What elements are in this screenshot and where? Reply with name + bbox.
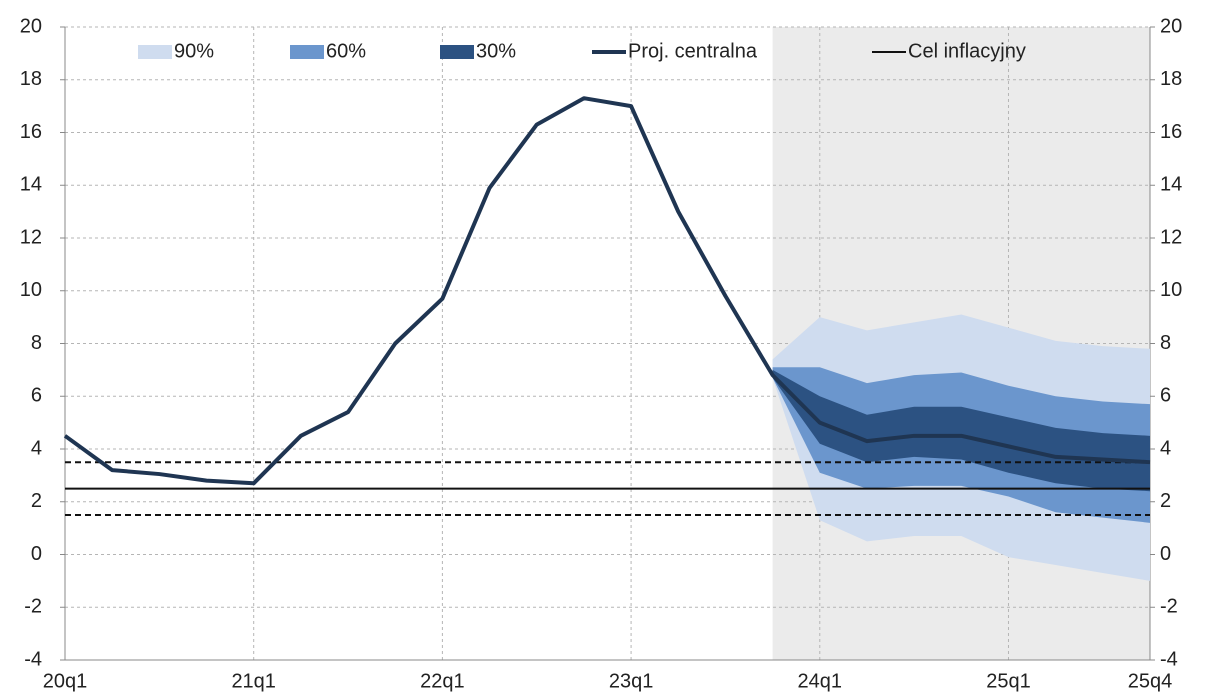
y2-tick-label: 20 [1160,15,1182,37]
central-line [63,96,1151,486]
legend-label: 30% [476,40,516,62]
fan-band [772,369,1150,492]
y-tick-label: 20 [20,15,42,37]
y-tick-label: 14 [20,174,42,196]
y2-tick-label: 12 [1160,226,1182,248]
legend-swatch [290,45,324,59]
y2-tick-label: 6 [1160,385,1171,407]
y-tick-label: -4 [24,648,42,670]
y-tick-label: 4 [31,437,42,459]
x-tick-label: 24q1 [798,670,843,692]
legend-label: Cel inflacyjny [908,40,1026,62]
x-tick-label: 21q1 [231,670,276,692]
y-tick-label: 16 [20,121,42,143]
y-tick-label: 10 [20,279,42,301]
x-tick-label: 25q4 [1128,670,1173,692]
x-tick-label: 20q1 [43,670,88,692]
y2-tick-label: 4 [1160,437,1171,459]
legend-label: 90% [174,40,214,62]
legend-swatch [138,45,172,59]
y2-tick-label: -2 [1160,596,1178,618]
y2-tick-label: 2 [1160,490,1171,512]
y2-tick-label: -4 [1160,648,1178,670]
legend-label: Proj. centralna [628,40,758,62]
y2-tick-label: 16 [1160,121,1182,143]
legend-swatch [440,45,474,59]
y-tick-label: 8 [31,332,42,354]
y2-tick-label: 0 [1160,543,1171,565]
y2-tick-label: 14 [1160,174,1182,196]
x-tick-label: 25q1 [986,670,1031,692]
legend-label: 60% [326,40,366,62]
y-tick-label: 18 [20,68,42,90]
x-tick-label: 23q1 [609,670,654,692]
y-tick-label: 6 [31,385,42,407]
y2-tick-label: 18 [1160,68,1182,90]
y-tick-label: 2 [31,490,42,512]
y-tick-label: 12 [20,226,42,248]
x-tick-label: 22q1 [420,670,465,692]
y-tick-label: -2 [24,596,42,618]
y-tick-label: 0 [31,543,42,565]
y2-tick-label: 10 [1160,279,1182,301]
y2-tick-label: 8 [1160,332,1171,354]
